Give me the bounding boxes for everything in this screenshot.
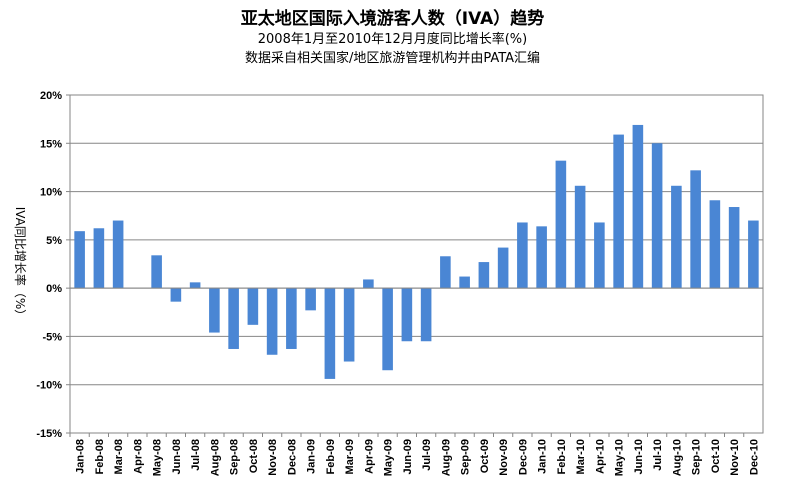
- x-tick-label: Mar-10: [575, 439, 587, 474]
- bar: [305, 288, 316, 311]
- y-axis-label: IVA同比增长率（%）: [13, 207, 28, 322]
- x-tick-label: Sep-10: [691, 439, 703, 475]
- x-tick-label: Jul-10: [652, 439, 664, 471]
- chart-source: 数据采自相关国家/地区旅游管理机构并由PATA汇编: [244, 51, 541, 66]
- x-tick-label: Dec-10: [748, 439, 760, 475]
- bar: [363, 279, 374, 289]
- x-tick-label: Jun-10: [633, 439, 645, 474]
- bar: [440, 256, 451, 289]
- bar: [420, 288, 432, 342]
- bar: [594, 222, 605, 289]
- bar: [478, 262, 490, 289]
- bar: [324, 288, 336, 379]
- x-tick-label: Nov-10: [729, 439, 741, 476]
- bar: [459, 276, 470, 289]
- bar: [286, 288, 297, 349]
- bar: [343, 288, 355, 362]
- chart-subtitle: 2008年1月至2010年12月月度同比增长率(%): [257, 32, 528, 47]
- x-tick-label: Aug-08: [209, 439, 221, 476]
- x-tick-label: Nov-09: [498, 439, 510, 476]
- x-tick-label: Dec-09: [517, 439, 529, 475]
- bar: [382, 288, 393, 371]
- bar: [574, 185, 586, 289]
- x-tick-label: Feb-10: [556, 439, 568, 474]
- x-tick-label: Aug-09: [440, 439, 452, 476]
- bar: [497, 247, 509, 289]
- x-tick-label: Apr-08: [132, 439, 144, 474]
- x-tick-label: Oct-10: [710, 439, 722, 473]
- x-tick-label: Nov-08: [267, 439, 279, 476]
- bar: [247, 288, 259, 325]
- x-tick-label: Apr-10: [594, 439, 606, 474]
- bar: [93, 228, 105, 289]
- y-tick-label: -15%: [36, 428, 62, 440]
- x-tick-label: Jun-08: [171, 439, 183, 474]
- x-tick-label: Jul-09: [421, 439, 433, 471]
- y-tick-label: 15%: [40, 138, 62, 150]
- bar: [112, 220, 124, 289]
- bar: [401, 288, 413, 342]
- x-tick-label: Mar-09: [344, 439, 356, 474]
- x-tick-label: Aug-10: [671, 439, 683, 476]
- chart-titles: 亚太地区国际入境游客人数（IVA）趋势 2008年1月至2010年12月月度同比…: [0, 8, 785, 68]
- bar: [228, 288, 239, 349]
- x-tick-label: Sep-08: [229, 439, 241, 475]
- y-tick-label: -10%: [36, 380, 62, 392]
- bar: [728, 207, 740, 289]
- x-tick-label: Oct-09: [479, 439, 491, 473]
- bar: [632, 124, 644, 289]
- bar: [151, 255, 162, 289]
- bar: [189, 282, 201, 289]
- x-tick-label: Sep-09: [460, 439, 472, 475]
- bar: [613, 134, 624, 289]
- x-tick-label: Feb-08: [94, 439, 106, 474]
- plot-area: [69, 94, 764, 434]
- y-tick-label: 10%: [40, 187, 62, 199]
- y-tick-label: 0%: [46, 283, 62, 295]
- x-tick-label: May-09: [383, 439, 395, 476]
- bar: [709, 200, 721, 289]
- bar: [555, 160, 567, 289]
- bar: [266, 288, 278, 355]
- bar: [170, 288, 182, 302]
- bar: [748, 220, 759, 289]
- bar: [74, 231, 85, 289]
- x-tick-label: Apr-09: [363, 439, 375, 474]
- bar: [690, 170, 701, 289]
- y-tick-label: -5%: [42, 331, 62, 343]
- x-tick-label: Oct-08: [248, 439, 260, 473]
- x-tick-label: May-10: [614, 439, 626, 476]
- x-tick-label: Feb-09: [325, 439, 337, 474]
- y-tick-label: 20%: [40, 90, 62, 102]
- x-tick-label: May-08: [152, 439, 164, 476]
- x-tick-label: Jul-08: [190, 439, 202, 471]
- bar: [651, 143, 663, 289]
- bar: [671, 185, 682, 289]
- bar: [209, 288, 220, 333]
- x-tick-label: Dec-08: [286, 439, 298, 475]
- x-tick-label: Jan-10: [537, 439, 549, 474]
- x-tick-label: Mar-08: [113, 439, 125, 474]
- bar: [517, 222, 528, 289]
- x-tick-label: Jun-09: [402, 439, 414, 474]
- x-axis-labels: Jan-08 Feb-08 Mar-08 Apr-08 May-08 Jun-08 Jul-…: [69, 433, 760, 476]
- bar: [536, 226, 547, 289]
- bars: [70, 124, 763, 379]
- x-tick-label: Jan-08: [75, 439, 87, 474]
- x-tick-label: Jan-09: [306, 439, 318, 474]
- y-tick-label: 5%: [46, 235, 62, 247]
- chart-title: 亚太地区国际入境游客人数（IVA）趋势: [240, 9, 545, 29]
- y-axis-ticks: 20% 15% 10% 5% 0% -5% -10% -15%: [36, 90, 70, 440]
